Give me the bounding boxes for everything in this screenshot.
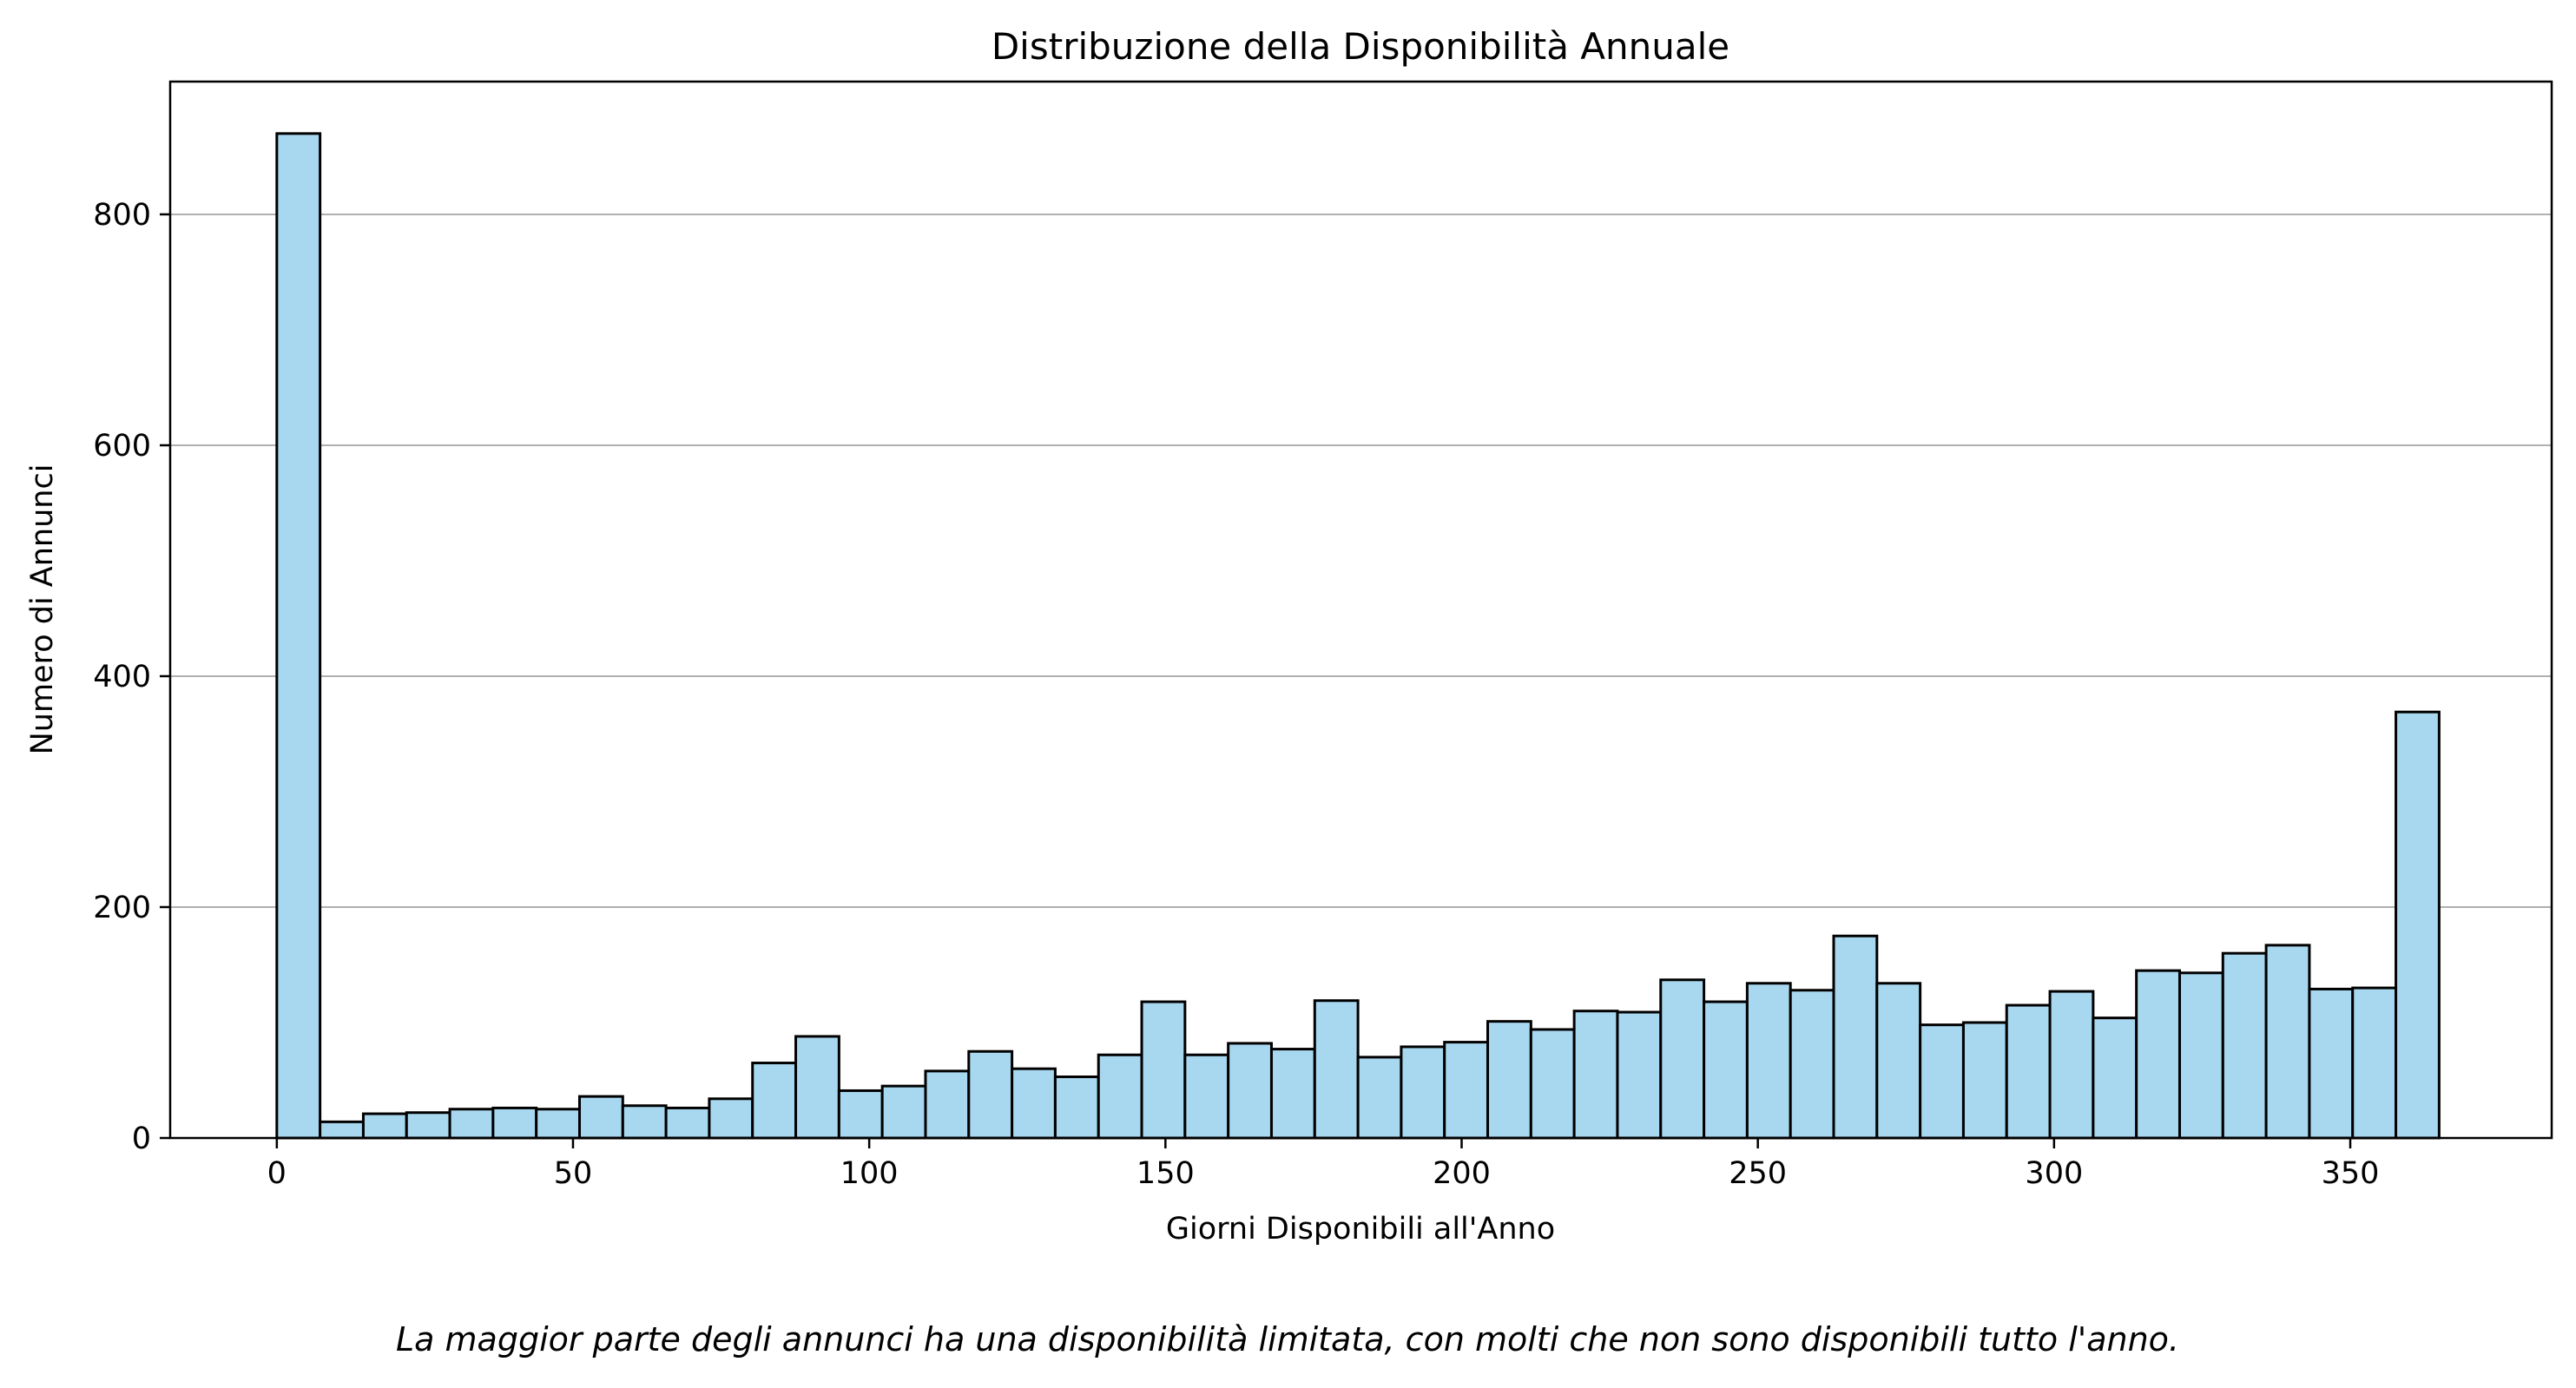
histogram-bar <box>319 1120 365 1140</box>
histogram-bar <box>1011 1067 1057 1140</box>
histogram-bar <box>577 1095 624 1140</box>
histogram-bar <box>1703 1000 1749 1140</box>
y-axis-title: Numero di Annunci <box>25 464 60 755</box>
histogram-bar <box>361 1112 408 1140</box>
x-tick-label: 250 <box>1729 1156 1787 1191</box>
histogram-bar <box>448 1108 495 1140</box>
histogram-bar <box>2005 1003 2052 1140</box>
histogram-bar <box>664 1106 711 1140</box>
histogram-bar <box>1269 1048 1316 1140</box>
histogram-bar <box>1572 1010 1619 1140</box>
histogram-bar <box>491 1106 538 1140</box>
y-tick-label: 600 <box>93 429 151 464</box>
histogram-bar <box>2351 986 2398 1140</box>
histogram-bar <box>1529 1028 1576 1140</box>
histogram-bar <box>1616 1010 1663 1140</box>
x-tick-label: 100 <box>840 1156 899 1191</box>
histogram-bar <box>1227 1042 1273 1140</box>
x-axis-ticks: 0 50 100 150 200 250 300 350 <box>267 1138 2380 1191</box>
x-tick-label: 0 <box>267 1156 287 1191</box>
histogram-bar <box>1961 1021 2008 1140</box>
histogram-bar <box>1919 1023 1965 1140</box>
histogram-bar <box>621 1104 668 1140</box>
x-axis-title: Giorni Disponibili all'Anno <box>1166 1212 1555 1247</box>
histogram-bar <box>1400 1045 1446 1140</box>
histogram-bar <box>751 1062 798 1140</box>
y-axis-ticks: 0 200 400 600 800 <box>93 198 170 1156</box>
histogram-bar <box>924 1069 971 1140</box>
histogram-bar <box>794 1035 840 1140</box>
plot-area-frame <box>168 80 2553 1140</box>
histogram-bar <box>405 1111 451 1140</box>
histogram-bar <box>1875 982 1922 1140</box>
histogram-bar <box>837 1089 884 1140</box>
histogram-bar <box>275 132 322 1140</box>
x-tick-label: 150 <box>1136 1156 1195 1191</box>
histogram-bar <box>1097 1053 1143 1140</box>
histogram-bar <box>2135 969 2181 1140</box>
histogram-bar <box>1313 999 1360 1140</box>
histogram-bar <box>880 1084 927 1140</box>
histogram-bar <box>535 1108 581 1140</box>
y-tick-label: 800 <box>93 198 151 233</box>
x-tick-label: 200 <box>1433 1156 1491 1191</box>
y-tick-label: 400 <box>93 660 151 694</box>
y-tick-label: 0 <box>132 1122 151 1156</box>
histogram-bar <box>2395 710 2441 1140</box>
histogram-bar <box>2092 1016 2138 1140</box>
chart-caption: La maggior parte degli annunci ha una di… <box>396 1320 2179 1358</box>
histogram-bar <box>967 1049 1014 1140</box>
y-gridlines <box>170 213 2552 908</box>
chart-title: Distribuzione della Disponibilità Annual… <box>992 25 1729 68</box>
histogram-bar <box>1140 1000 1187 1140</box>
histogram-bar <box>1183 1053 1230 1140</box>
histogram-bar <box>1443 1041 1490 1140</box>
histogram-bar <box>1053 1076 1100 1140</box>
y-tick-label: 200 <box>93 891 151 925</box>
histogram-bar <box>2221 951 2268 1140</box>
x-tick-label: 50 <box>554 1156 593 1191</box>
histogram-bar <box>1745 982 1792 1140</box>
x-tick-label: 300 <box>2025 1156 2083 1191</box>
histogram-bar <box>2177 971 2224 1140</box>
histogram-bar <box>708 1097 754 1140</box>
histogram-bars <box>275 132 2441 1140</box>
x-tick-label: 350 <box>2322 1156 2380 1191</box>
histogram-bar <box>1832 934 1879 1140</box>
histogram-bar <box>2048 990 2095 1140</box>
histogram-bar <box>1659 978 1706 1140</box>
histogram-bar <box>1356 1056 1403 1140</box>
histogram-bar <box>1789 989 1835 1140</box>
histogram-bar <box>2264 944 2311 1140</box>
histogram-bar <box>2308 987 2355 1140</box>
histogram-bar <box>1486 1020 1532 1140</box>
